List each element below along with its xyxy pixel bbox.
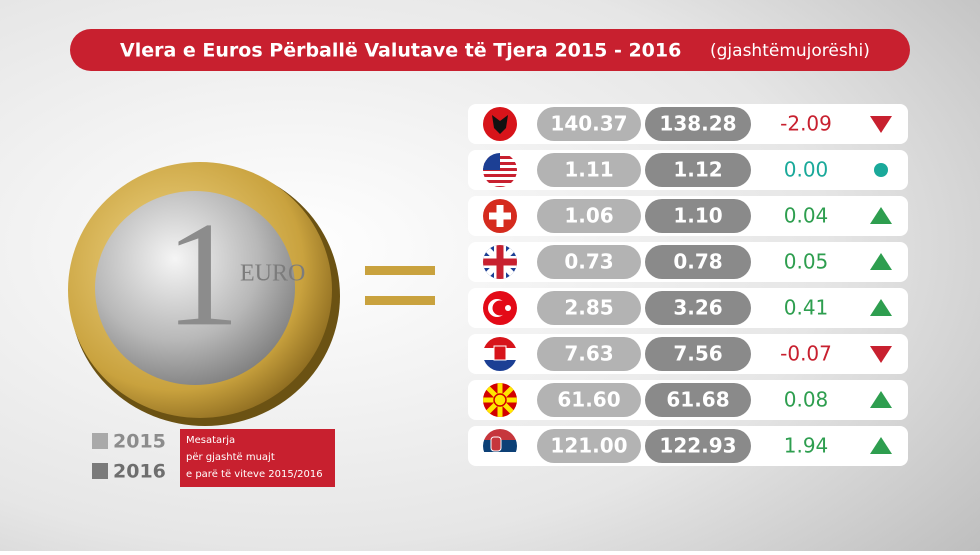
value-2015: 1.11 [564, 158, 613, 182]
title: Vlera e Euros Përballë Valutave të Tjera… [120, 40, 681, 62]
pill-2015 [537, 153, 641, 187]
trend-down [870, 346, 892, 363]
value-2016: 138.28 [659, 112, 736, 136]
coin-label: EURO [240, 261, 305, 287]
flag-part [483, 186, 517, 187]
flag-part [483, 258, 517, 266]
value-2015: 7.63 [564, 342, 613, 366]
value-2016: 3.26 [673, 296, 722, 320]
flag-part [483, 180, 517, 183]
flag-part [489, 212, 511, 220]
flag-part [483, 360, 517, 371]
change: 0.05 [784, 250, 829, 274]
pill-2015 [537, 337, 641, 371]
change: 1.94 [784, 434, 829, 458]
trend-down [870, 116, 892, 133]
value-2016: 0.78 [673, 250, 722, 274]
value-2016: 61.68 [666, 388, 729, 412]
trend-up [870, 253, 892, 270]
coin-digit: 1 [165, 191, 240, 357]
pill-2016 [645, 383, 751, 417]
flag-part [490, 436, 502, 452]
pill-2016 [645, 153, 751, 187]
value-2015: 2.85 [564, 296, 613, 320]
change: 0.00 [784, 158, 829, 182]
value-2016: 122.93 [659, 434, 736, 458]
legend-label: 2015 [113, 431, 166, 453]
equals-bar [365, 266, 435, 275]
flag-part [483, 429, 517, 440]
value-2015: 0.73 [564, 250, 613, 274]
pill-2016 [645, 245, 751, 279]
euro-coin: 1 EURO [68, 162, 340, 426]
flag-part [483, 452, 517, 463]
rate-table: 140.37 138.28 -2.09 1.11 1.12 0.00 1.06 1.10 0.0… [468, 104, 908, 466]
pill-2016 [645, 199, 751, 233]
flag-part [493, 393, 507, 407]
value-2015: 61.60 [557, 388, 620, 412]
pill-2016 [645, 429, 751, 463]
trend-up [870, 437, 892, 454]
pill-2016 [645, 291, 751, 325]
pill-2015 [537, 107, 641, 141]
change: -2.09 [780, 112, 832, 136]
title-bar [70, 29, 910, 71]
flag-part [483, 174, 517, 177]
flag [483, 107, 517, 141]
flag-part [483, 337, 517, 348]
value-2016: 1.10 [673, 204, 722, 228]
legend-swatch [92, 433, 108, 449]
change: 0.41 [784, 296, 829, 320]
value-2016: 1.12 [673, 158, 722, 182]
flag [483, 291, 517, 325]
trend-up [870, 299, 892, 316]
trend-up [870, 391, 892, 408]
note-line: e parë të viteve 2015/2016 [186, 469, 323, 480]
flag [483, 199, 517, 233]
flag-part [493, 345, 507, 361]
value-2015: 1.06 [564, 204, 613, 228]
pill-2015 [537, 245, 641, 279]
pill-2016 [645, 337, 751, 371]
pill-2015 [537, 291, 641, 325]
change: 0.08 [784, 388, 829, 412]
change: 0.04 [784, 204, 829, 228]
equals-bar [365, 296, 435, 305]
trend-up [870, 207, 892, 224]
change: -0.07 [780, 342, 832, 366]
value-2015: 121.00 [550, 434, 627, 458]
pill-2015 [537, 429, 641, 463]
flag [483, 337, 517, 371]
trend-flat [874, 163, 888, 177]
note-line: për gjashtë muajt [186, 452, 275, 463]
legend-label: 2016 [113, 461, 166, 483]
flag [483, 153, 517, 187]
flag [483, 429, 517, 463]
flag-part [492, 115, 508, 134]
pill-2015 [537, 199, 641, 233]
flag-part [505, 305, 511, 311]
note-line: Mesatarja [186, 435, 235, 446]
value-2016: 7.56 [673, 342, 722, 366]
subtitle: (gjashtëmujorëshi) [710, 41, 870, 61]
pill-2015 [537, 383, 641, 417]
value-2015: 140.37 [550, 112, 627, 136]
legend-swatch [92, 463, 108, 479]
pill-2016 [645, 107, 751, 141]
flag-part [492, 300, 508, 316]
note-box [180, 429, 335, 487]
